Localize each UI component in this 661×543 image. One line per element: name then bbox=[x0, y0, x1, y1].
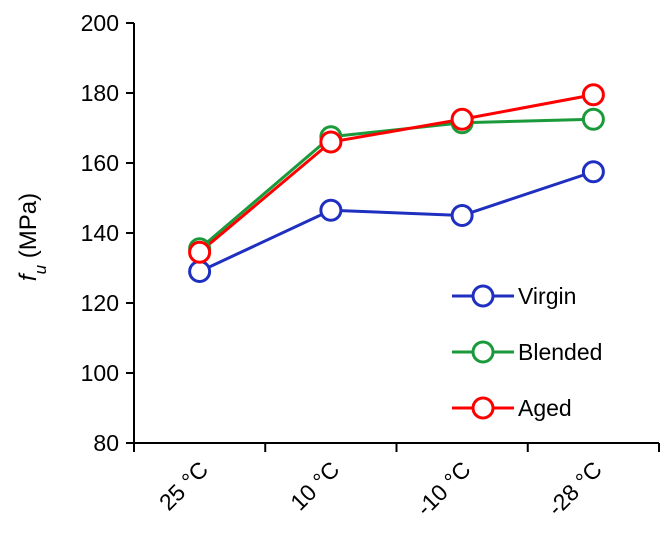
x-tick-label: -10 °C bbox=[411, 456, 476, 521]
x-tick-label: 25 °C bbox=[154, 456, 213, 515]
legend-marker-blended bbox=[471, 340, 495, 364]
y-axis-label-unit: (MPa) bbox=[15, 193, 42, 265]
legend-label-blended: Blended bbox=[518, 339, 602, 365]
y-axis-label: fu (MPa) bbox=[15, 193, 50, 281]
series-group bbox=[188, 83, 605, 283]
y-tick-label: 100 bbox=[81, 360, 119, 386]
series-line-virgin bbox=[198, 170, 594, 273]
legend-marker-virgin bbox=[471, 284, 495, 308]
y-tick-label: 200 bbox=[81, 10, 119, 36]
data-point-virgin bbox=[450, 204, 474, 227]
y-tick-label: 140 bbox=[81, 220, 119, 246]
series-line-aged bbox=[198, 93, 594, 254]
legend: Virgin Blended Aged bbox=[452, 283, 602, 421]
data-point-aged bbox=[188, 240, 212, 264]
legend-label-aged: Aged bbox=[518, 395, 572, 421]
data-point-blended bbox=[581, 107, 605, 131]
legend-marker-aged bbox=[471, 396, 495, 420]
y-tick-label: 120 bbox=[81, 290, 119, 316]
y-axis-label-subscript: u bbox=[31, 264, 50, 274]
x-ticks: 25 °C 10 °C -10 °C -28 °C bbox=[133, 443, 660, 521]
data-point-virgin bbox=[581, 160, 605, 184]
y-tick-label: 80 bbox=[93, 430, 119, 456]
data-point-virgin bbox=[319, 198, 343, 222]
series-line-blended bbox=[198, 117, 594, 250]
x-tick-label: 10 °C bbox=[285, 456, 344, 515]
data-point-aged bbox=[319, 130, 343, 154]
y-axis-label-symbol: f bbox=[15, 272, 42, 281]
axes bbox=[133, 23, 659, 444]
data-point-virgin bbox=[188, 260, 212, 283]
y-tick-label: 160 bbox=[81, 150, 119, 176]
legend-label-virgin: Virgin bbox=[518, 283, 576, 309]
x-tick-label: -28 °C bbox=[542, 456, 607, 521]
y-ticks: 80 100 120 140 160 180 200 bbox=[81, 10, 134, 456]
data-point-aged bbox=[581, 83, 605, 107]
data-point-aged bbox=[450, 107, 474, 131]
y-tick-label: 180 bbox=[81, 80, 119, 106]
